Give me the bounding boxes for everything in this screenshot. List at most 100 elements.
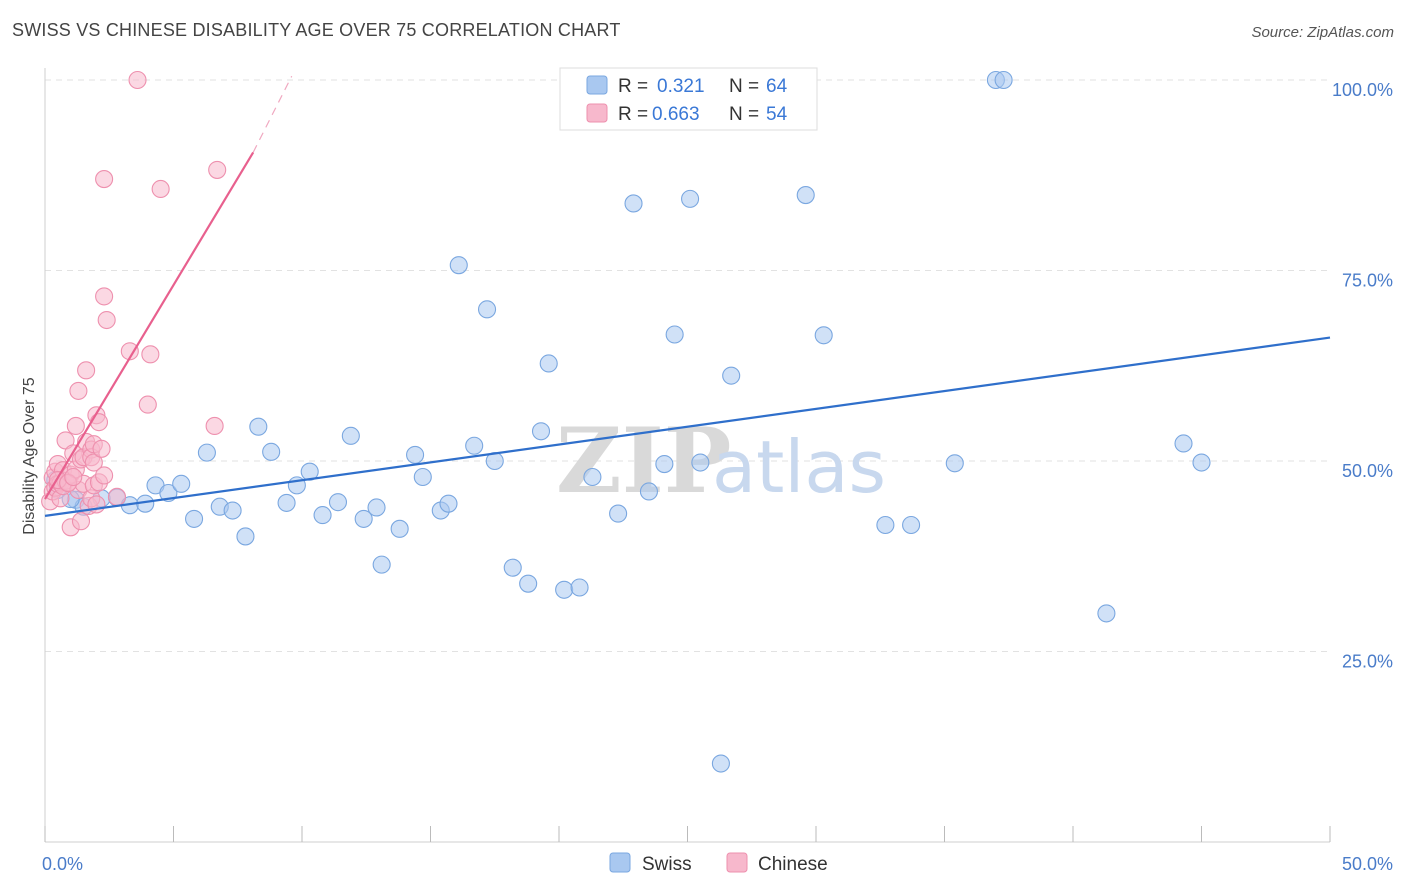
swiss-point-8 [172,474,191,493]
swiss-point-54 [902,515,921,535]
chinese-point-45 [128,70,147,90]
bottom-legend-swiss-label: Swiss [642,854,692,875]
chinese-point-50 [208,160,227,179]
chinese-point-40 [95,287,114,306]
bottom-legend: Swiss Chinese [609,852,828,875]
swiss-point-39 [570,578,589,597]
swiss-point-47 [691,453,710,472]
swiss-point-13 [236,527,255,546]
y-tick-label-25: 25.0% [1342,652,1393,672]
swiss-point-15 [262,442,281,461]
swiss-point-43 [639,482,659,501]
swiss-point-12 [223,501,242,520]
swiss-point-45 [665,325,684,344]
chinese-point-20 [69,381,88,400]
swiss-point-55 [945,454,964,473]
swiss-point-42 [624,194,643,213]
chinese-point-48 [151,179,170,199]
legend-chinese-r-label: R = [618,104,648,125]
chinese-points [41,70,227,537]
y-tick-label-50: 50.0% [1342,461,1393,481]
swiss-point-9 [185,509,204,528]
swiss-point-32 [477,300,497,319]
y-tick-label-75: 75.0% [1342,271,1393,291]
swiss-trend-line [44,336,1331,517]
watermark-atlas: atlas [712,425,886,509]
swiss-point-37 [539,354,558,373]
swiss-point-16 [277,493,296,512]
swiss-point-27 [413,467,432,487]
x-tick-label-max: 50.0% [1342,854,1393,874]
legend-chinese-r-value: 0.663 [652,104,700,125]
legend-swiss-n-label: N = [729,76,759,97]
legend-swiss-n-value: 64 [766,76,788,97]
legend-chinese-swatch [586,103,608,123]
swiss-point-35 [519,574,538,593]
swiss-point-51 [796,186,815,205]
legend-chinese-n-value: 54 [766,104,788,125]
bottom-legend-swiss-swatch [609,852,631,873]
swiss-point-60 [1192,453,1211,472]
chinese-point-41 [95,170,114,189]
chinese-point-42 [97,310,116,330]
chinese-point-22 [71,512,91,531]
trend-lines [44,75,1331,517]
swiss-point-52 [814,326,833,345]
swiss-point-26 [406,445,425,464]
chinese-point-49 [205,416,224,435]
chart-source: Source: ZipAtlas.com [1251,24,1394,41]
swiss-point-14 [249,417,268,436]
swiss-point-20 [328,493,348,512]
y-tick-label-100: 100.0% [1332,80,1393,100]
axes [44,68,1331,843]
chinese-point-53 [64,467,83,487]
chinese-point-17 [66,416,85,435]
y-axis-title: Disability Age Over 75 [21,377,38,535]
swiss-points [46,70,1211,773]
chinese-point-47 [141,345,160,364]
legend-swiss-r-label: R = [618,76,648,97]
chinese-trend-line [44,151,255,500]
swiss-point-29 [439,494,458,513]
chinese-trend-line-extension [252,75,293,153]
swiss-point-41 [609,504,628,523]
swiss-point-49 [722,366,741,385]
swiss-point-58 [1097,604,1116,623]
swiss-point-19 [313,506,332,525]
watermark: ZIP atlas [556,408,886,514]
swiss-point-30 [449,256,468,275]
legend-box: R = 0.321 N = 64 R = 0.663 N = 54 [559,67,818,131]
chinese-point-46 [138,395,157,414]
legend-chinese-n-label: N = [729,104,759,125]
bottom-legend-chinese-label: Chinese [758,854,828,875]
swiss-point-31 [465,436,484,455]
legend-swiss-r-value: 0.321 [657,76,705,97]
chinese-point-25 [77,361,96,380]
swiss-point-48 [711,754,730,773]
x-tick-label-min: 0.0% [42,854,83,874]
swiss-point-34 [503,558,522,577]
swiss-point-57 [994,70,1013,90]
y-tick-labels: 25.0% 50.0% 75.0% 100.0% [1332,80,1393,672]
chinese-point-31 [84,453,103,472]
chart-title: SWISS VS CHINESE DISABILITY AGE OVER 75 … [12,20,621,40]
swiss-point-25 [390,519,409,538]
swiss-point-44 [655,454,674,474]
chinese-point-38 [92,439,111,458]
x-tick-labels: 0.0% 50.0% [42,854,1393,874]
swiss-point-10 [197,443,216,462]
chinese-point-39 [95,466,114,485]
swiss-point-23 [367,498,386,517]
bottom-legend-chinese-swatch [726,852,748,873]
swiss-point-59 [1174,434,1193,453]
swiss-point-24 [372,555,391,574]
grid-lines [45,79,1330,652]
swiss-point-40 [583,467,602,487]
swiss-point-53 [876,515,895,535]
swiss-point-22 [354,509,373,528]
swiss-point-46 [681,189,700,208]
swiss-point-38 [555,580,574,599]
swiss-point-36 [531,422,551,441]
chinese-point-43 [107,487,127,506]
